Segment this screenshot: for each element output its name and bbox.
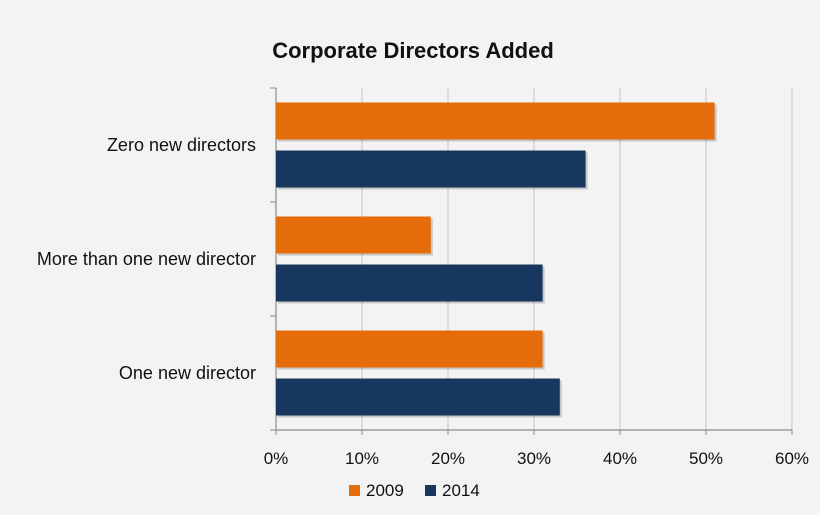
bar-2009 bbox=[276, 102, 715, 140]
x-tick-label: 50% bbox=[689, 449, 723, 468]
legend-label: 2014 bbox=[442, 481, 480, 500]
bar-2009 bbox=[276, 330, 543, 368]
x-tick-label: 30% bbox=[517, 449, 551, 468]
bar-2014 bbox=[276, 264, 543, 302]
legend-label: 2009 bbox=[366, 481, 404, 500]
category-label: Zero new directors bbox=[107, 135, 256, 155]
category-labels: Zero new directors More than one new dire… bbox=[37, 135, 256, 383]
chart-title: Corporate Directors Added bbox=[272, 38, 554, 63]
bar-2014 bbox=[276, 150, 586, 188]
category-label: One new director bbox=[119, 363, 256, 383]
x-tick-label: 20% bbox=[431, 449, 465, 468]
legend: 2009 2014 bbox=[349, 481, 480, 500]
legend-swatch-2014 bbox=[425, 485, 436, 496]
x-tick-label: 0% bbox=[264, 449, 289, 468]
x-tick-label: 40% bbox=[603, 449, 637, 468]
x-tick-label: 10% bbox=[345, 449, 379, 468]
category-label: More than one new director bbox=[37, 249, 256, 269]
x-tick-label: 60% bbox=[775, 449, 809, 468]
gridlines bbox=[275, 88, 793, 430]
legend-swatch-2009 bbox=[349, 485, 360, 496]
bar-2009 bbox=[276, 216, 431, 254]
bar-2014 bbox=[276, 378, 560, 416]
x-axis: 0% 10% 20% 30% 40% 50% 60% bbox=[264, 87, 809, 468]
bars bbox=[276, 102, 717, 418]
